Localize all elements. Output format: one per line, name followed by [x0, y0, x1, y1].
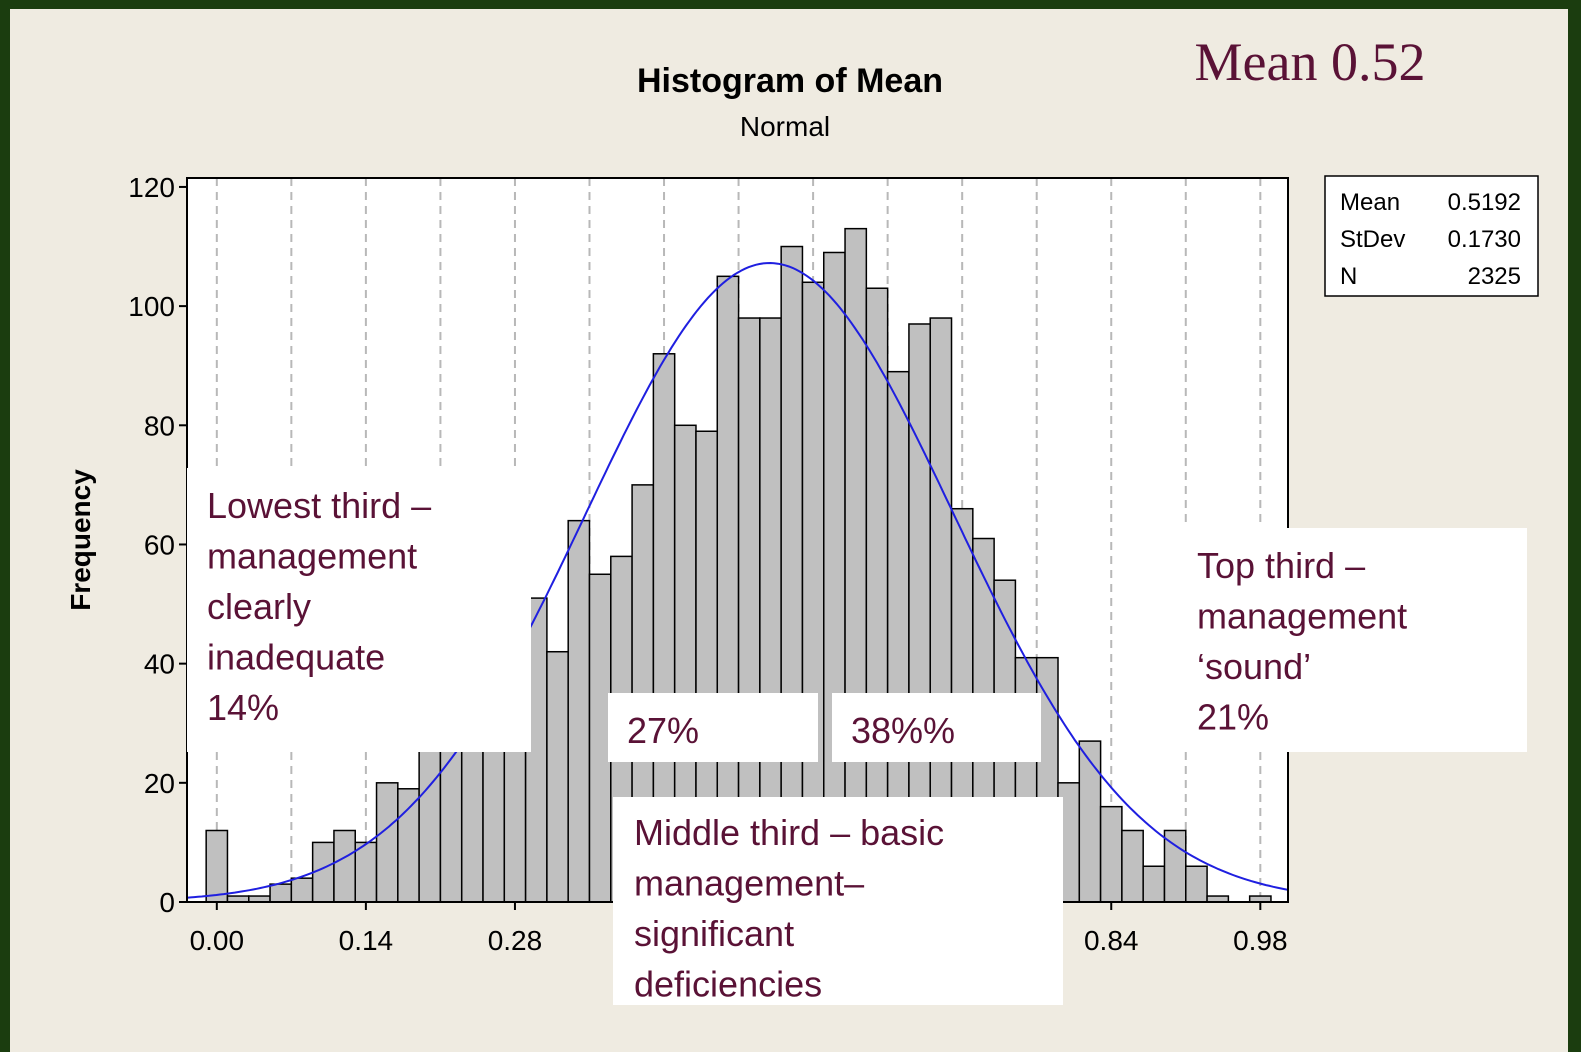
annotation-box — [1177, 528, 1527, 752]
bar — [375, 782, 399, 903]
headline: Mean 0.52 — [1195, 32, 1426, 92]
stats-label: N — [1340, 263, 1357, 290]
annotation-text: inadequate — [207, 637, 385, 678]
annotation-box — [608, 693, 818, 762]
annotation-text: ‘sound’ — [1197, 646, 1311, 687]
bar — [1185, 865, 1208, 903]
bar — [290, 877, 314, 903]
annotation-text: 14% — [207, 687, 279, 728]
annotation-text: management — [1197, 596, 1407, 637]
chart-subtitle: Normal — [740, 111, 830, 142]
y-tick-label: 0 — [159, 887, 175, 918]
stats-value: 2325 — [1468, 263, 1521, 290]
annotation-text: Top third – — [1197, 545, 1365, 586]
x-tick-label: 0.00 — [190, 925, 245, 956]
bar — [588, 573, 612, 903]
y-tick-label: 120 — [128, 172, 175, 203]
y-tick-label: 80 — [144, 410, 175, 441]
annotation-box — [187, 468, 531, 752]
annotation-text: deficiencies — [634, 964, 822, 1005]
stats-label: StDev — [1340, 226, 1405, 253]
bar — [546, 650, 569, 903]
annotation-text: 27% — [627, 710, 699, 751]
bar — [354, 841, 378, 903]
y-tick-label: 100 — [128, 291, 175, 322]
annotation-text: management– — [634, 863, 864, 904]
annotation-text: significant — [634, 913, 794, 954]
bar — [333, 829, 356, 903]
annotation-text: 38%% — [851, 710, 955, 751]
annotation-box — [832, 693, 1041, 762]
stats-label: Mean — [1340, 189, 1400, 216]
x-tick-label: 0.84 — [1084, 925, 1139, 956]
x-tick-label: 0.98 — [1233, 925, 1288, 956]
annotation-text: Middle third – basic — [634, 812, 944, 853]
annotation-box — [613, 797, 1063, 1005]
stats-value: 0.1730 — [1448, 226, 1521, 253]
normal-curve — [186, 261, 1289, 899]
y-tick-label: 60 — [144, 529, 175, 560]
chart-title: Histogram of Mean — [637, 62, 943, 100]
annotation-text: 21% — [1197, 697, 1269, 738]
x-tick-label: 0.28 — [488, 925, 543, 956]
bar — [1099, 805, 1123, 903]
bar — [397, 788, 420, 903]
stats-value: 0.5192 — [1448, 189, 1521, 216]
bar — [567, 519, 591, 903]
bar — [205, 829, 229, 903]
y-tick-label: 40 — [144, 649, 175, 680]
bar — [1078, 740, 1102, 903]
y-tick-label: 20 — [144, 768, 175, 799]
bar — [1142, 865, 1166, 903]
bar — [1121, 829, 1144, 903]
stats-box — [1324, 175, 1539, 297]
bar — [418, 746, 442, 903]
x-tick-label: 0.14 — [339, 925, 394, 956]
y-axis-label: Frequency — [65, 469, 96, 611]
annotation-text: clearly — [207, 586, 311, 627]
bar — [269, 883, 293, 903]
annotation-text: management — [207, 536, 417, 577]
annotation-text: Lowest third – — [207, 485, 431, 526]
